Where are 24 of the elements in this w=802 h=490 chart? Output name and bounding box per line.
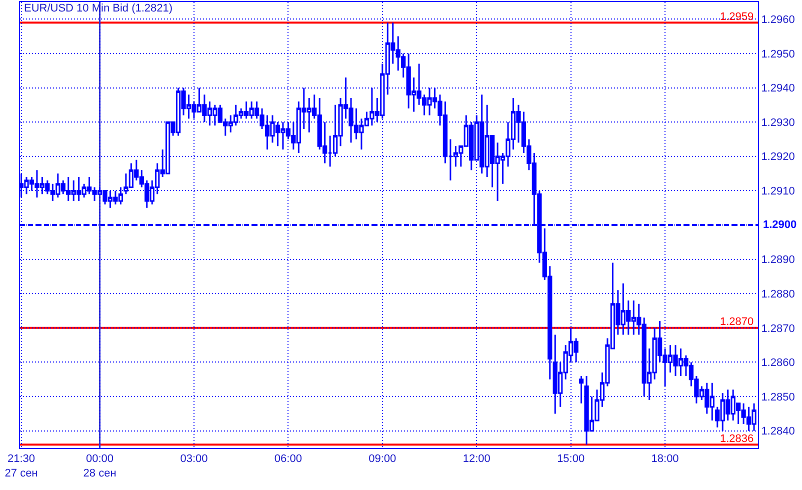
y-tick-label: 1.2870 (761, 322, 795, 335)
ref-line-label: 1.2900 (763, 219, 797, 231)
x-tick-label: 18:00 (651, 453, 679, 466)
x-tick-label: 21:30 27 сен (4, 453, 38, 480)
x-tick-label: 15:00 (557, 453, 585, 466)
y-tick-label: 1.2880 (761, 288, 795, 300)
x-tick-label: 00:00 28 сен (83, 453, 116, 480)
y-tick-label: 1.2850 (761, 391, 795, 404)
y-tick-label: 1.2890 (761, 254, 795, 266)
y-tick-label: 1.2930 (761, 116, 795, 129)
y-tick-label: 1.2840 (761, 426, 795, 438)
y-tick-label: 1.2950 (761, 48, 795, 60)
y-tick-label: 1.2960 (761, 14, 795, 26)
x-tick-label: 03:00 (180, 453, 208, 466)
ref-line-label: 1.2959 (720, 11, 754, 23)
y-tick-label: 1.2910 (761, 186, 795, 198)
x-tick-label: 06:00 (274, 453, 302, 466)
x-tick-label: 09:00 (368, 453, 396, 466)
ref-line-label: 1.2836 (720, 433, 754, 445)
y-tick-label: 1.2860 (761, 357, 795, 370)
y-tick-label: 1.2940 (761, 82, 795, 95)
x-tick-label: 12:00 (462, 453, 490, 466)
y-tick-label: 1.2920 (761, 151, 795, 164)
ref-line-label: 1.2870 (720, 316, 754, 328)
